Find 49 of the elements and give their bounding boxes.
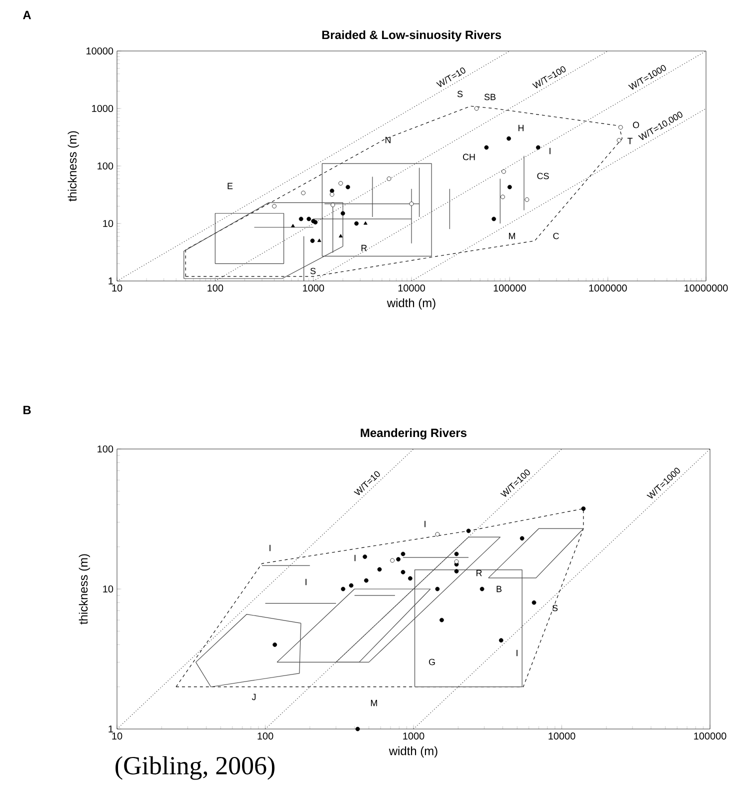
annotation: S bbox=[310, 268, 316, 274]
annotation: M bbox=[371, 700, 378, 706]
annotation: S bbox=[552, 604, 558, 612]
y-tick-label: 1 bbox=[108, 726, 114, 732]
x-tick-label: 10000 bbox=[548, 732, 576, 740]
annotation: I bbox=[354, 554, 356, 562]
annotation: N bbox=[386, 136, 391, 144]
y-tick-label: 100 bbox=[98, 445, 114, 453]
x-axis-title: width (m) bbox=[386, 298, 436, 310]
x-tick-label: 1000 bbox=[303, 284, 324, 292]
x-axis-title: width (m) bbox=[388, 746, 438, 758]
annotation: I bbox=[516, 650, 518, 656]
text: A bbox=[22, 10, 31, 20]
y-axis-title: thickness (m) bbox=[68, 131, 79, 202]
x-tick-label: 100000 bbox=[694, 732, 726, 740]
annotation: E bbox=[228, 182, 233, 190]
annotation: B bbox=[496, 586, 502, 592]
chart-title: Braided & Low-sinuosity Rivers bbox=[322, 30, 502, 42]
chart-title: Meandering Rivers bbox=[360, 428, 466, 440]
x-tick-label: 1000000 bbox=[589, 284, 627, 292]
annotation: M bbox=[509, 232, 516, 240]
annotation: J bbox=[252, 694, 256, 700]
y-tick-label: 1 bbox=[108, 278, 114, 284]
annotation: R bbox=[362, 244, 367, 252]
annotation: SB bbox=[484, 94, 496, 100]
text: (Gibling, 2006) bbox=[116, 756, 274, 780]
x-tick-label: 1000 bbox=[403, 732, 424, 740]
annotation: O bbox=[632, 122, 640, 128]
annotation: T bbox=[627, 138, 633, 144]
x-tick-label: 100 bbox=[208, 284, 224, 292]
y-tick-label: 10000 bbox=[86, 47, 114, 55]
y-tick-label: 10 bbox=[103, 220, 114, 228]
annotation: C bbox=[553, 232, 559, 240]
annotation: S bbox=[457, 90, 463, 98]
annotation: G bbox=[428, 658, 435, 666]
y-tick-label: 1000 bbox=[92, 104, 114, 112]
x-tick-label: 100000 bbox=[494, 284, 526, 292]
y-axis-title: thickness (m) bbox=[78, 554, 90, 624]
annotation: H bbox=[518, 124, 524, 132]
x-tick-label: 10000000 bbox=[684, 284, 728, 292]
y-tick-label: 10 bbox=[103, 585, 114, 593]
x-tick-label: 100 bbox=[258, 732, 274, 740]
y-tick-label: 100 bbox=[98, 162, 114, 170]
annotation: R bbox=[476, 570, 482, 576]
annotation: CH bbox=[462, 154, 475, 160]
text: B bbox=[23, 406, 31, 414]
x-tick-label: 10000 bbox=[398, 284, 425, 292]
annotation: I bbox=[424, 520, 426, 528]
annotation: CS bbox=[537, 172, 549, 180]
